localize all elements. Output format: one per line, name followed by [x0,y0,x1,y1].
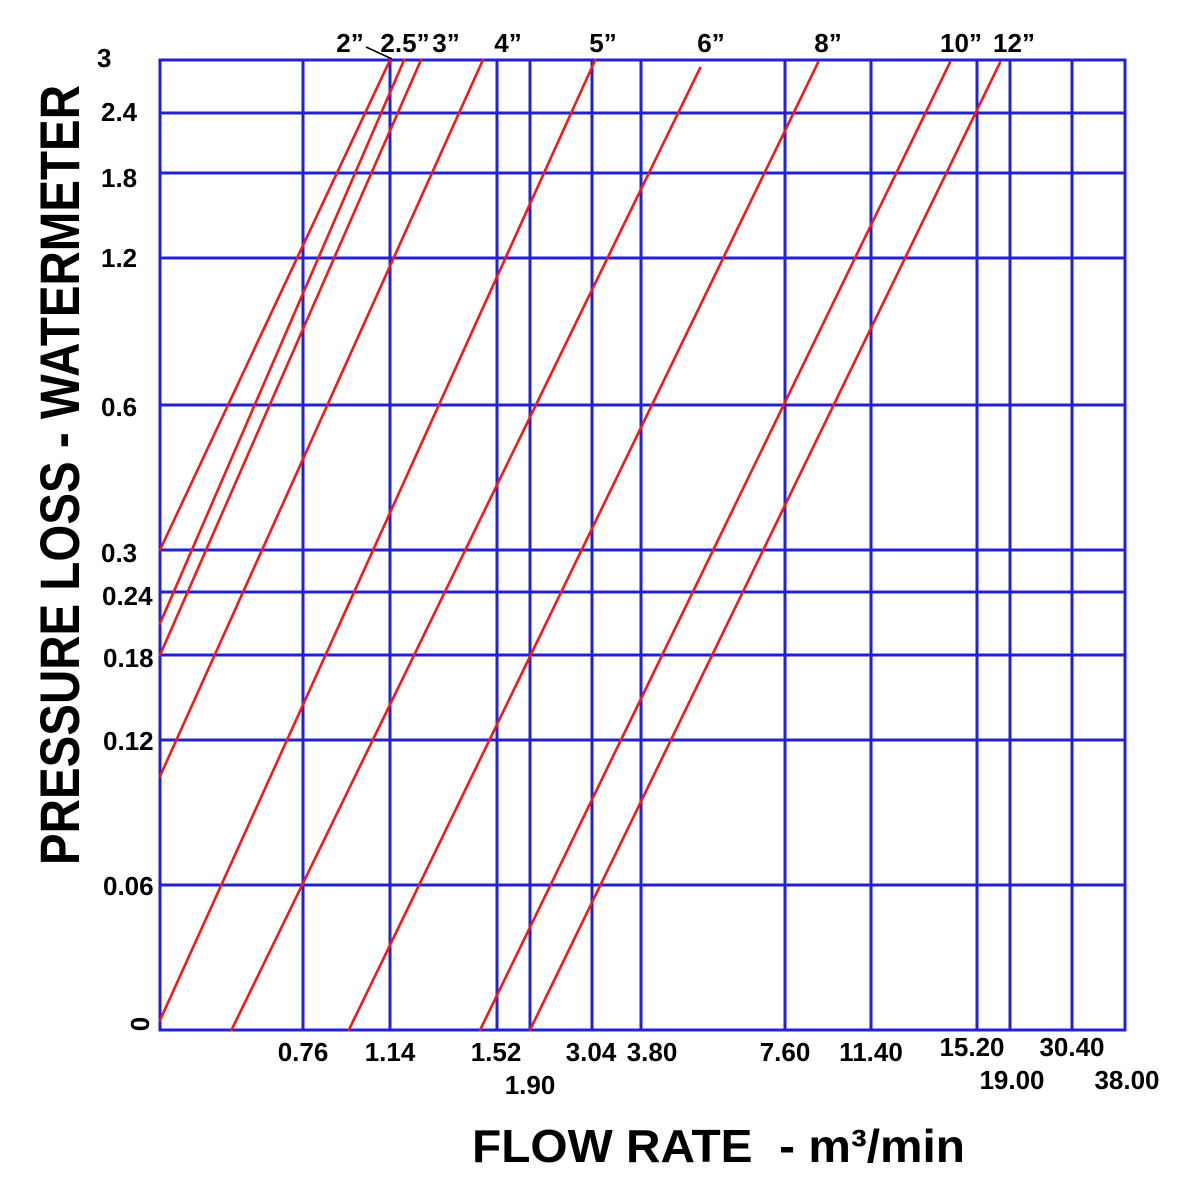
y-tick-label: 0 [125,1017,155,1031]
x-tick-label: 1.90 [505,1070,556,1100]
x-tick-label: 30.40 [1039,1032,1104,1062]
pipe-4in-curve [158,58,485,778]
series-label: 10” [940,28,982,58]
x-tick-label: 11.40 [839,1037,903,1067]
x-tick-label: 19.00 [979,1065,1044,1095]
y-tick-labels: 0 0.06 0.12 0.18 0.24 0.3 0.6 1.2 1.8 2.4 3 [97,43,155,1031]
series-label: 2” [336,28,363,58]
x-tick-label: 3.80 [627,1037,678,1067]
x-tick-label: 7.60 [760,1037,811,1067]
pipe-3in-curve [158,58,423,657]
y-tick-label: 1.2 [101,243,137,273]
pipe-12in-curve [528,61,1002,1032]
pipe-2-5in-curve [158,58,406,625]
x-tick-label: 1.14 [365,1037,416,1067]
pipe-6in-curve [230,66,702,1032]
y-tick-label: 0.06 [103,871,154,901]
y-tick-label: 0.6 [101,392,137,422]
pipe-2in-curve [158,58,392,552]
x-tick-label: 38.00 [1094,1065,1159,1095]
series-labels: 2” 2.5” 3” 4” 5” 6” 8” 10” 12” [336,28,1035,60]
y-tick-label: 0.3 [101,538,137,568]
grid [158,58,1127,1032]
series-label: 4” [494,28,521,58]
series-label: 5” [589,28,616,58]
y-tick-label: 1.8 [101,163,137,193]
x-tick-labels: 0.76 1.14 1.521.90 3.04 3.80 7.60 11.40 15.2019… [278,1032,1160,1100]
series-label: 12” [993,28,1035,58]
series-label: 2.5” [380,28,429,58]
y-tick-label: 0.12 [103,726,154,756]
x-tick-label: 3.04 [566,1037,617,1067]
series-label: 3” [432,28,459,58]
y-tick-label: 0.18 [103,643,154,673]
y-tick-label: 3 [97,43,111,73]
x-tick-label: 1.52 [471,1037,522,1067]
series-lines [158,58,1002,1032]
x-axis-title: FLOW RATE - m³/min [472,1120,965,1172]
x-tick-label: 0.76 [278,1037,329,1067]
series-label: 6” [697,28,724,58]
y-tick-label: 2.4 [101,97,138,127]
pipe-5in-curve [158,58,597,1022]
pipe-8in-curve [347,61,820,1032]
y-tick-label: 0.24 [102,581,153,611]
series-label: 8” [814,28,841,58]
label-leader-line [365,46,393,60]
pipe-10in-curve [478,61,952,1032]
y-axis-title: PRESSURE LOSS - WATERMETER [28,85,91,865]
x-tick-label: 15.20 [939,1032,1004,1062]
